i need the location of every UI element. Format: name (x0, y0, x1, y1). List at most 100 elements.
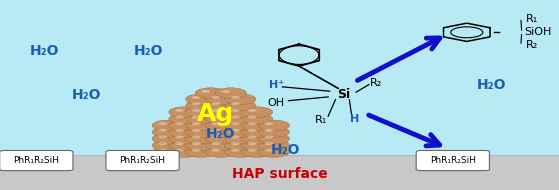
Circle shape (175, 149, 184, 152)
Circle shape (248, 122, 257, 125)
Circle shape (152, 147, 183, 157)
Circle shape (169, 120, 200, 131)
Text: H₂O: H₂O (72, 88, 101, 102)
Circle shape (225, 127, 256, 137)
Circle shape (258, 133, 290, 144)
Circle shape (192, 142, 201, 145)
Circle shape (264, 122, 273, 125)
Bar (0, 155, 559, 190)
Circle shape (248, 129, 257, 132)
Circle shape (175, 116, 184, 119)
Circle shape (225, 113, 256, 124)
Circle shape (225, 133, 256, 144)
Text: PhR₁R₂SiH: PhR₁R₂SiH (13, 156, 59, 165)
Circle shape (225, 147, 256, 157)
Circle shape (205, 94, 236, 105)
Circle shape (186, 133, 217, 144)
Circle shape (186, 100, 217, 111)
Text: H₂O: H₂O (30, 44, 59, 58)
Circle shape (186, 127, 217, 137)
Circle shape (264, 129, 273, 132)
Circle shape (175, 142, 184, 145)
Circle shape (264, 142, 273, 145)
Circle shape (195, 88, 226, 98)
Circle shape (231, 142, 240, 145)
Circle shape (175, 129, 184, 132)
Circle shape (241, 140, 273, 151)
Circle shape (205, 147, 236, 157)
Circle shape (192, 109, 201, 112)
Circle shape (175, 109, 184, 112)
Circle shape (221, 90, 230, 93)
Circle shape (225, 120, 256, 131)
Circle shape (186, 120, 217, 131)
Circle shape (158, 135, 167, 139)
Circle shape (211, 116, 220, 119)
Circle shape (258, 147, 290, 157)
Circle shape (152, 120, 183, 131)
Circle shape (192, 116, 201, 119)
Circle shape (241, 120, 273, 131)
Circle shape (231, 122, 240, 125)
Circle shape (175, 135, 184, 139)
Circle shape (258, 120, 290, 131)
Circle shape (205, 133, 236, 144)
Text: OH: OH (268, 98, 285, 108)
Circle shape (169, 113, 200, 124)
Text: H₂O: H₂O (206, 127, 235, 141)
Text: R₁: R₁ (525, 14, 538, 24)
Text: H₂O: H₂O (477, 78, 506, 93)
Circle shape (169, 147, 200, 157)
Circle shape (248, 109, 257, 112)
Circle shape (205, 120, 236, 131)
Text: Ag: Ag (197, 102, 234, 126)
Circle shape (225, 94, 256, 105)
Text: H: H (350, 114, 359, 124)
Circle shape (186, 94, 217, 105)
Circle shape (169, 140, 200, 151)
FancyBboxPatch shape (106, 150, 179, 171)
Circle shape (175, 122, 184, 125)
Text: PhR₁R₂SiH: PhR₁R₂SiH (430, 156, 476, 165)
Circle shape (248, 142, 257, 145)
Circle shape (158, 122, 167, 125)
Text: PhR₁R₂SiH: PhR₁R₂SiH (120, 156, 165, 165)
Circle shape (158, 149, 167, 152)
Circle shape (152, 140, 183, 151)
Circle shape (192, 135, 201, 139)
Circle shape (211, 122, 220, 125)
Text: H₂O: H₂O (271, 143, 300, 157)
Circle shape (231, 116, 240, 119)
Circle shape (248, 116, 257, 119)
Circle shape (225, 100, 256, 111)
Circle shape (186, 147, 217, 157)
Circle shape (231, 135, 240, 139)
Circle shape (231, 149, 240, 152)
Circle shape (225, 107, 256, 117)
Circle shape (241, 107, 273, 117)
Circle shape (248, 149, 257, 152)
Circle shape (211, 129, 220, 132)
Circle shape (169, 127, 200, 137)
Text: HAP surface: HAP surface (231, 167, 328, 181)
Circle shape (231, 96, 240, 99)
Circle shape (211, 149, 220, 152)
Circle shape (152, 133, 183, 144)
Circle shape (211, 135, 220, 139)
Circle shape (192, 96, 201, 99)
Text: R₂: R₂ (525, 40, 538, 50)
Circle shape (169, 133, 200, 144)
Circle shape (192, 102, 201, 105)
Circle shape (186, 107, 217, 117)
Circle shape (211, 109, 220, 112)
Circle shape (231, 129, 240, 132)
Circle shape (192, 122, 201, 125)
Bar (0, 0, 559, 157)
Text: H₂O: H₂O (134, 44, 163, 58)
Text: Si: Si (337, 89, 350, 101)
Circle shape (192, 149, 201, 152)
Circle shape (231, 109, 240, 112)
Circle shape (186, 140, 217, 151)
Text: H⁺: H⁺ (269, 80, 285, 89)
Circle shape (192, 129, 201, 132)
